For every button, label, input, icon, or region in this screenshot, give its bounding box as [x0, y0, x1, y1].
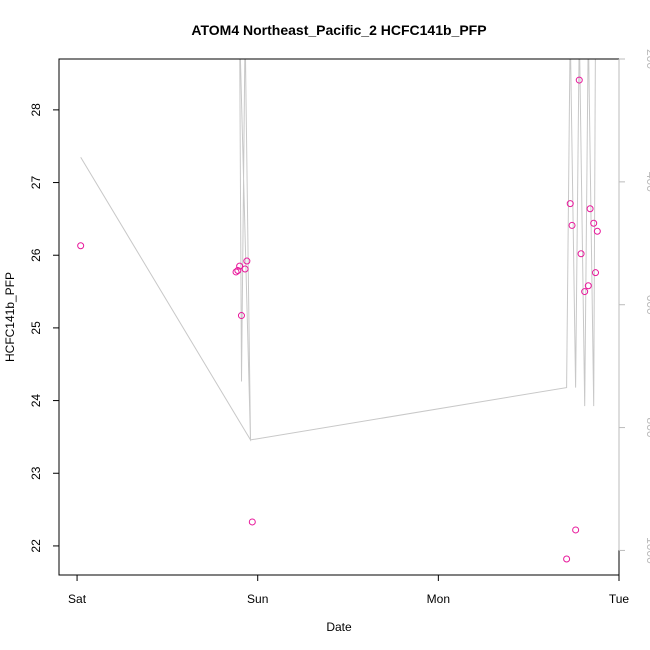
y-left-tick-label: 23: [29, 466, 43, 480]
data-point: [586, 205, 594, 213]
data-point: [581, 288, 589, 296]
y-left-tick-label: 28: [29, 103, 43, 117]
plot-frame: [58, 58, 620, 576]
y-axis-left: 22 23 24 25 26 27 28: [29, 103, 60, 553]
data-point: [584, 282, 592, 290]
y-right-tick-label: 400: [644, 172, 650, 192]
data-point: [237, 312, 245, 320]
y-left-tick-label: 24: [29, 394, 43, 408]
data-point: [592, 269, 600, 277]
data-point: [572, 526, 580, 534]
x-tick-label: Sun: [247, 592, 268, 606]
chart-title: ATOM4 Northeast_Pacific_2 HCFC141b_PFP: [191, 22, 486, 38]
series-line: [80, 59, 596, 442]
data-point: [577, 250, 585, 258]
y-right-tick-label: 200: [644, 49, 650, 69]
data-point: [77, 242, 85, 250]
data-point: [566, 200, 574, 208]
data-point: [575, 76, 583, 84]
data-point: [236, 262, 244, 270]
data-point: [243, 257, 251, 265]
y-axis-right: 200 400 600 800 1000: [618, 49, 650, 564]
data-point: [248, 518, 256, 526]
line-series: [80, 59, 596, 442]
y-left-tick-label: 25: [29, 321, 43, 335]
x-tick-label: Mon: [427, 592, 450, 606]
x-tick-label: Tue: [609, 592, 630, 606]
y-left-tick-label: 22: [29, 539, 43, 553]
y-left-tick-label: 26: [29, 248, 43, 262]
x-axis-label: Date: [326, 620, 352, 634]
y-right-tick-label: 600: [644, 295, 650, 315]
y-left-tick-label: 27: [29, 176, 43, 190]
data-point: [568, 221, 576, 229]
data-point: [563, 555, 571, 563]
y-right-tick-label: 800: [644, 418, 650, 438]
x-tick-label: Sat: [68, 592, 87, 606]
y-axis-label: HCFC141b_PFP: [3, 272, 17, 362]
point-series: [77, 76, 601, 563]
data-point: [232, 268, 240, 276]
data-point: [234, 266, 242, 274]
x-axis: Sat Sun Mon Tue: [68, 574, 630, 606]
data-point: [590, 219, 598, 227]
y-right-tick-label: 1000: [644, 537, 650, 564]
data-point: [241, 265, 249, 273]
data-point: [593, 227, 601, 235]
